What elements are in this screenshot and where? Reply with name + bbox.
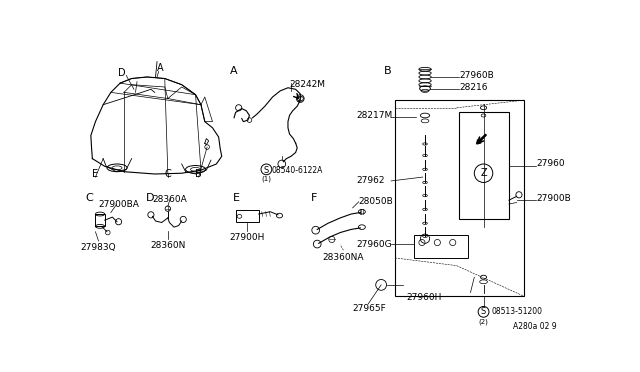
Bar	[459, 112, 509, 219]
Text: Z: Z	[296, 97, 301, 103]
Text: (2): (2)	[479, 319, 488, 325]
Text: 27962: 27962	[356, 176, 385, 185]
Text: 28050B: 28050B	[359, 197, 394, 206]
Text: 27960B: 27960B	[460, 71, 495, 80]
Bar	[395, 100, 524, 296]
Text: 27983Q: 27983Q	[81, 243, 116, 252]
Text: 27960H: 27960H	[406, 293, 442, 302]
Text: D: D	[147, 193, 155, 203]
Text: 27960G: 27960G	[356, 240, 392, 248]
Text: 08540-6122A: 08540-6122A	[272, 166, 323, 174]
Text: E: E	[234, 193, 240, 203]
Text: B: B	[195, 169, 202, 179]
Text: S: S	[481, 307, 486, 316]
Text: F: F	[311, 193, 317, 203]
Text: 27900H: 27900H	[230, 233, 265, 242]
Text: 27960: 27960	[537, 160, 565, 169]
Text: (1): (1)	[261, 176, 271, 182]
Text: 27965F: 27965F	[353, 304, 387, 313]
Bar	[414, 235, 468, 258]
Text: Z: Z	[480, 168, 487, 178]
Text: S: S	[264, 166, 269, 174]
Text: 28360NA: 28360NA	[323, 253, 364, 262]
Text: D: D	[118, 68, 125, 78]
Text: B: B	[384, 66, 392, 76]
Bar	[236, 210, 259, 222]
Text: A: A	[157, 63, 163, 73]
Text: 28217M: 28217M	[356, 111, 393, 120]
Text: 28242M: 28242M	[289, 80, 326, 89]
Text: 28216: 28216	[460, 83, 488, 92]
Text: A280a 02 9: A280a 02 9	[513, 322, 556, 331]
Bar	[95, 214, 105, 226]
Text: C: C	[86, 193, 93, 203]
Text: 27900B: 27900B	[537, 194, 572, 203]
FancyArrow shape	[477, 134, 486, 144]
Text: 27900BA: 27900BA	[99, 200, 140, 209]
Text: A: A	[230, 66, 238, 76]
Text: 08513-51200: 08513-51200	[492, 307, 542, 315]
Text: 28360A: 28360A	[153, 195, 188, 204]
Text: 28360N: 28360N	[150, 241, 186, 250]
Text: E: E	[92, 169, 99, 179]
Text: C: C	[164, 169, 172, 179]
